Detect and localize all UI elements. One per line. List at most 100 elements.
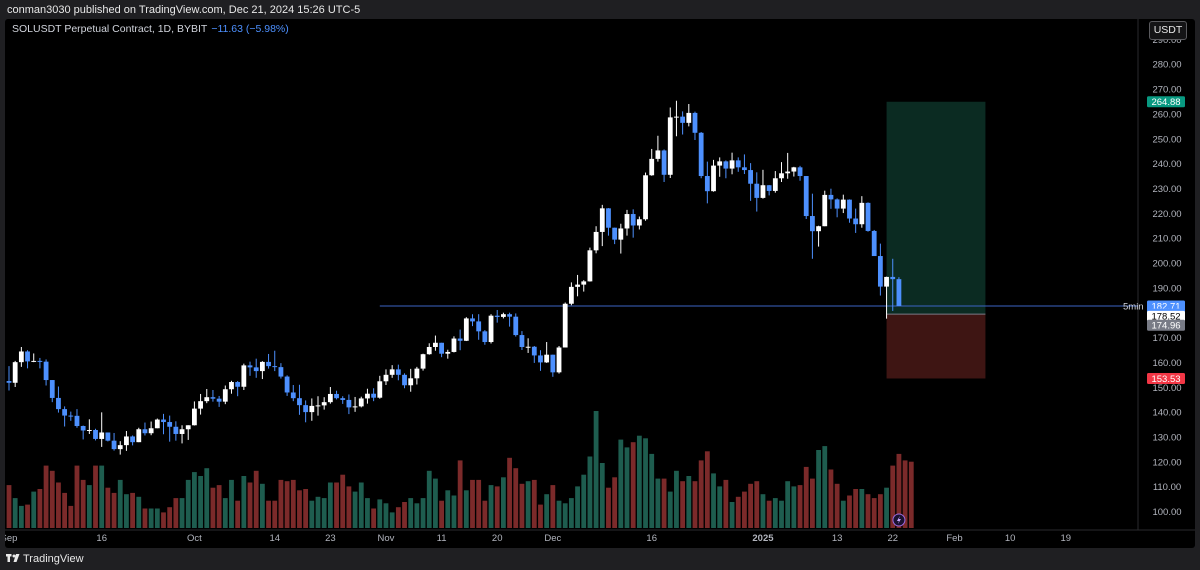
volume-bar xyxy=(445,490,451,528)
candle-body xyxy=(612,227,618,240)
volume-bar xyxy=(742,491,747,528)
candle-body xyxy=(18,351,24,363)
candle-body xyxy=(785,171,791,174)
volume-bar xyxy=(568,498,574,528)
volume-bar xyxy=(556,500,562,528)
y-tick-label: 130.00 xyxy=(1152,432,1181,443)
candle-body xyxy=(779,173,784,179)
volume-bar xyxy=(377,499,383,528)
volume-bar xyxy=(748,483,753,528)
candle-body xyxy=(556,347,562,373)
volume-bar xyxy=(235,500,241,528)
candle-body xyxy=(210,397,216,399)
candle-body xyxy=(142,429,148,434)
volume-bar xyxy=(433,478,438,528)
volume-bar xyxy=(636,435,642,528)
volume-bar xyxy=(476,479,482,528)
volume-bar xyxy=(717,486,723,528)
candle-body xyxy=(117,445,123,450)
volume-bar xyxy=(575,486,580,528)
candle-body xyxy=(692,112,698,133)
volume-bar xyxy=(148,508,154,528)
volume-bar xyxy=(816,450,821,528)
volume-bar xyxy=(698,460,704,528)
candle-body xyxy=(43,361,49,381)
volume-bar xyxy=(173,498,179,528)
candle-body xyxy=(717,161,723,166)
candle-body xyxy=(729,160,735,169)
candle-body xyxy=(290,392,296,399)
volume-bar xyxy=(902,460,908,528)
candle-body xyxy=(6,381,12,383)
candle-body xyxy=(531,346,537,356)
tradingview-brand[interactable]: TradingView xyxy=(23,553,84,565)
volume-bar xyxy=(723,479,729,528)
candle-body xyxy=(56,397,61,410)
x-tick-label: 16 xyxy=(96,533,107,544)
x-tick-label: 19 xyxy=(1060,533,1071,544)
currency-button[interactable]: USDT xyxy=(1149,21,1187,40)
candle-body xyxy=(389,369,395,375)
volume-bar xyxy=(117,479,123,528)
candle-body xyxy=(538,355,543,363)
candle-body xyxy=(358,398,364,407)
y-tick-label: 120.00 xyxy=(1152,457,1181,468)
candle-body xyxy=(501,314,506,317)
x-tick-label: Dec xyxy=(544,533,561,544)
candle-body xyxy=(49,380,55,398)
volume-bar xyxy=(501,477,506,528)
candle-body xyxy=(488,315,494,343)
volume-bar xyxy=(494,486,500,528)
candle-body xyxy=(742,167,747,171)
volume-bar xyxy=(550,485,556,528)
candle-body xyxy=(840,199,846,209)
candlestick-chart[interactable]: 5min 100.00 110.00 120.00 130.00 140.00 150.00… xyxy=(5,19,1195,548)
candle-body xyxy=(124,436,129,446)
volume-bar xyxy=(482,500,488,528)
x-tick-label: 22 xyxy=(887,533,898,544)
volume-bar xyxy=(86,485,92,528)
volume-bar xyxy=(661,478,667,528)
volume-bar xyxy=(284,481,290,528)
candle-body xyxy=(377,381,383,398)
candle-body xyxy=(562,303,568,348)
candle-body xyxy=(278,367,284,377)
price-tag xyxy=(1147,372,1185,384)
candle-body xyxy=(828,194,834,200)
volume-bar xyxy=(847,495,852,528)
volume-bar xyxy=(358,482,364,528)
candle-body xyxy=(426,346,432,355)
volume-bar xyxy=(216,485,222,528)
candle-body xyxy=(148,428,154,434)
candle-body xyxy=(253,367,259,372)
candle-body xyxy=(185,425,191,430)
volume-bar xyxy=(451,495,457,528)
candle-body xyxy=(439,342,444,354)
volume-bar xyxy=(420,498,426,528)
symbol-legend[interactable]: SOLUSDT Perpetual Contract, 1D, BYBIT −11… xyxy=(12,23,289,35)
candle-body xyxy=(482,331,488,343)
price-tag-label: 178.52 xyxy=(1151,312,1180,323)
volume-bar xyxy=(229,479,234,528)
volume-bar xyxy=(803,466,809,528)
volume-bar xyxy=(290,479,296,528)
volume-bar xyxy=(822,446,828,528)
candle-body xyxy=(136,429,142,443)
chart-frame[interactable]: 5min 100.00 110.00 120.00 130.00 140.00 150.00… xyxy=(5,19,1195,548)
volume-bar xyxy=(643,438,648,528)
volume-bar xyxy=(544,494,550,528)
published-line: conman3030 published on TradingView.com,… xyxy=(0,0,1200,20)
candle-body xyxy=(222,389,228,402)
volume-bar xyxy=(309,500,315,528)
volume-bar xyxy=(865,494,871,528)
tradingview-logo-icon[interactable] xyxy=(6,554,20,564)
candle-body xyxy=(216,398,222,402)
y-tick-label: 260.00 xyxy=(1152,109,1181,120)
volume-bar xyxy=(859,489,865,528)
candle-body xyxy=(420,354,426,369)
x-tick-label: Nov xyxy=(378,533,395,544)
volume-bar xyxy=(581,474,587,528)
volume-bar xyxy=(136,496,142,528)
volume-bar xyxy=(785,481,791,528)
volume-bar xyxy=(25,504,30,528)
